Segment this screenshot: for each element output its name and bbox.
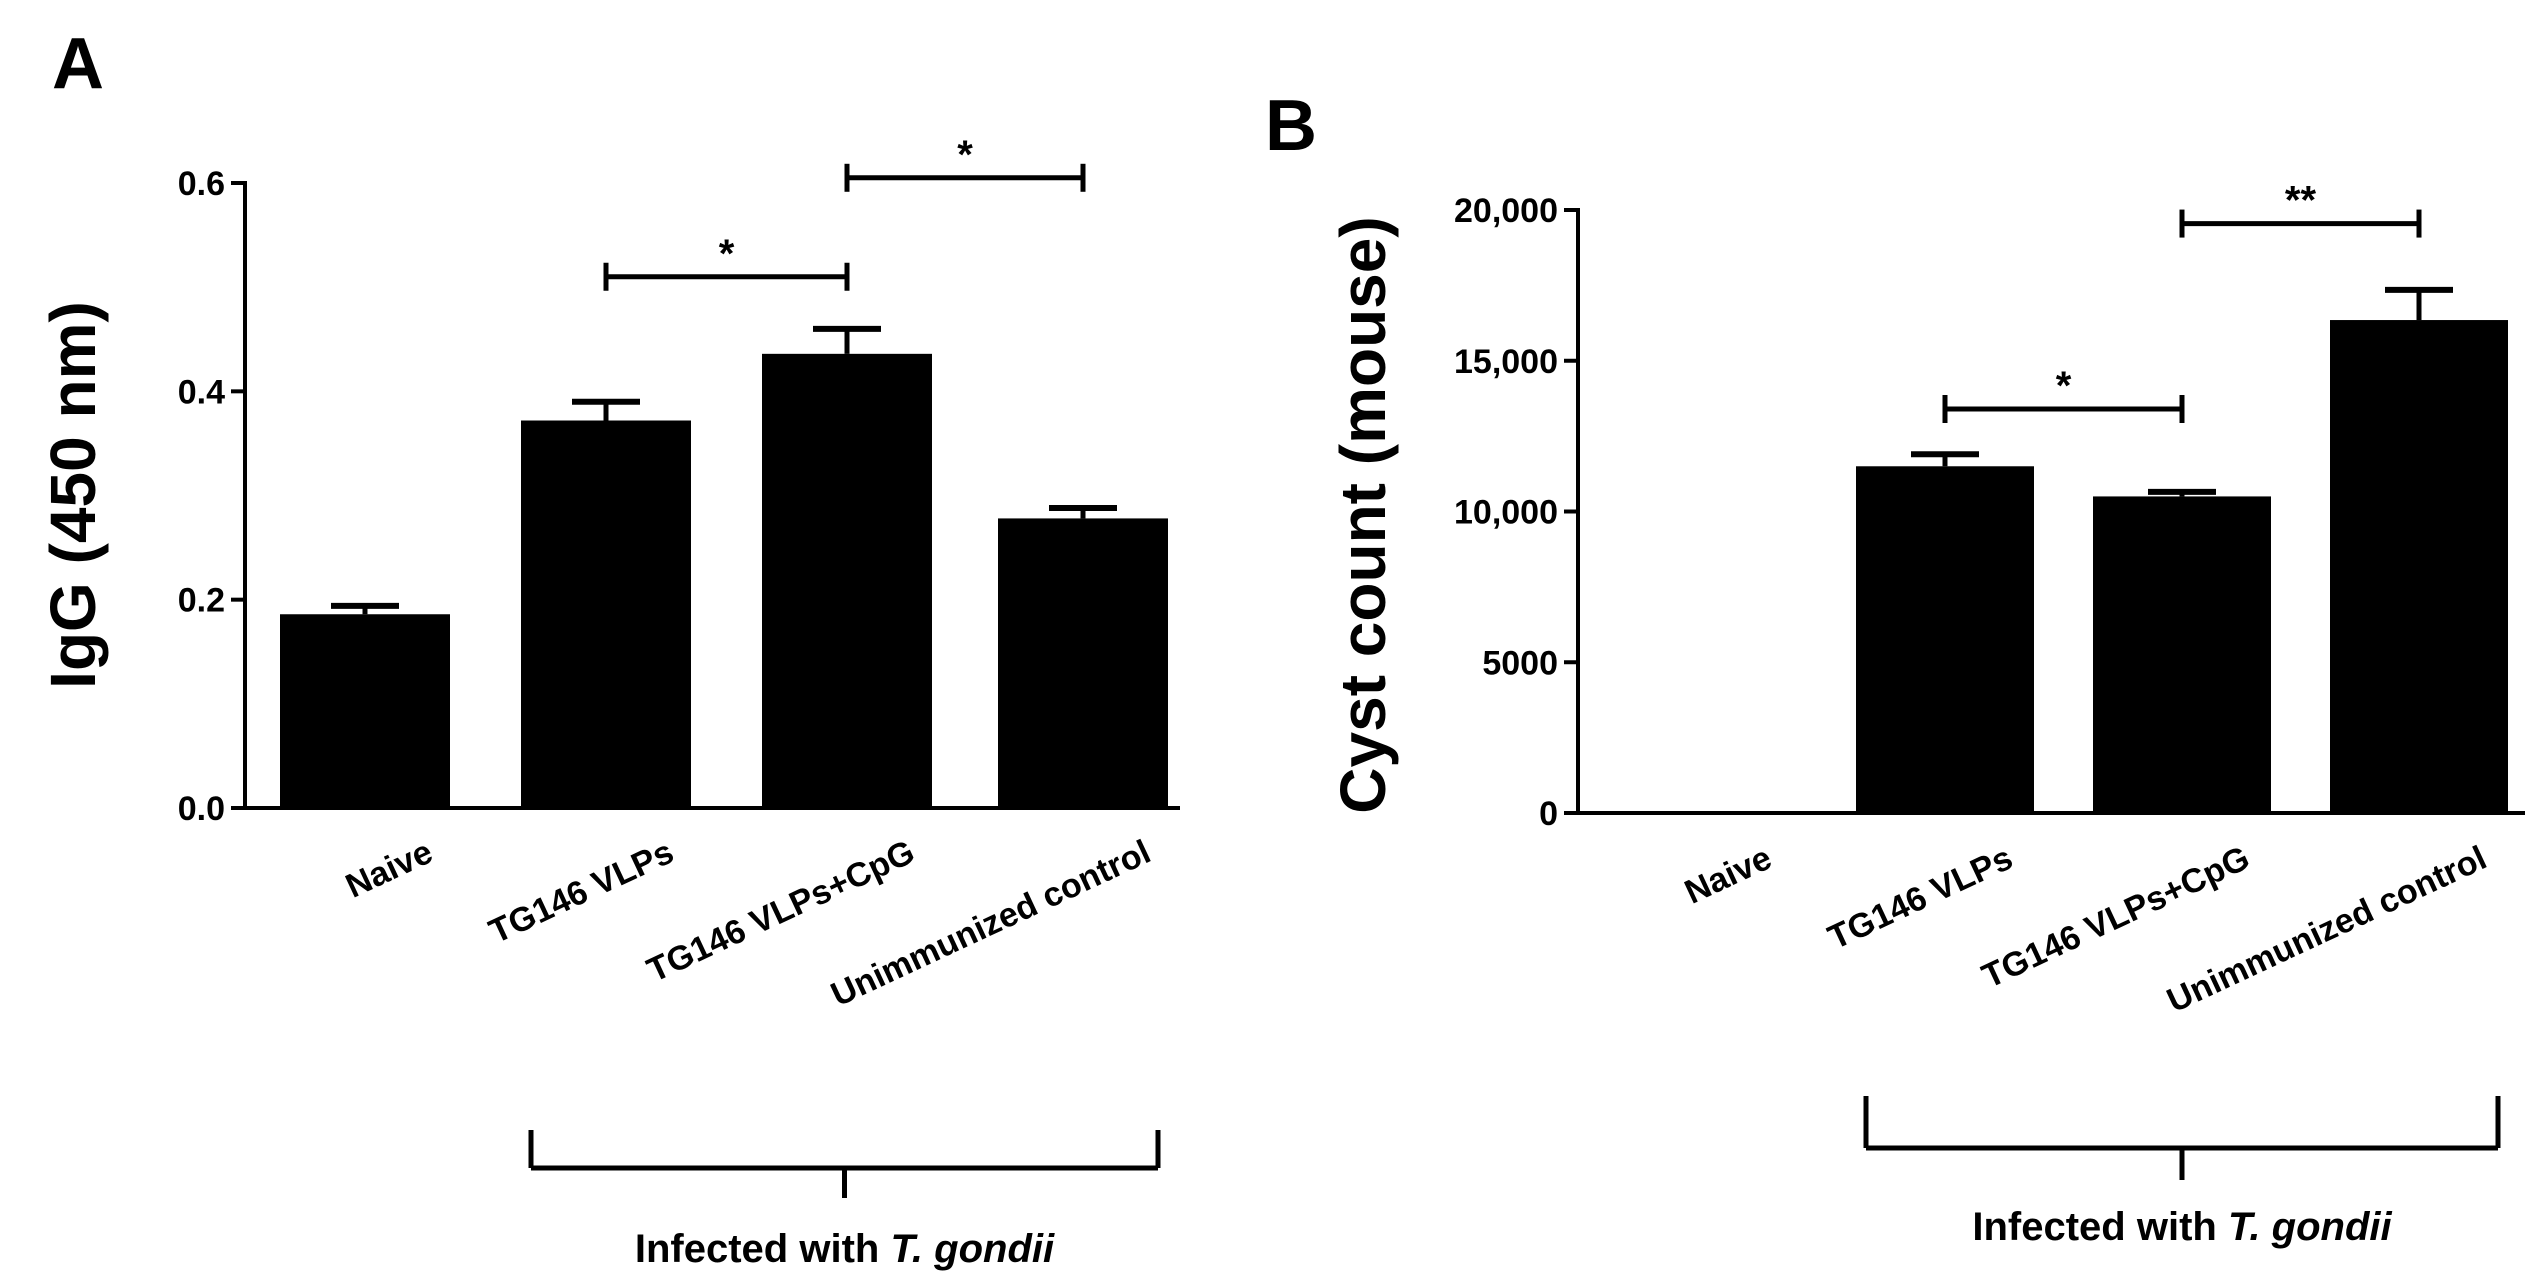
panel-letter: A	[52, 24, 104, 104]
significance-label: **	[2285, 179, 2317, 223]
group-label-prefix: Infected with	[1972, 1205, 2228, 1249]
y-tick-label: 0.6	[178, 165, 225, 203]
panel-letter: B	[1265, 86, 1317, 166]
bar	[2093, 496, 2271, 813]
bar	[1856, 466, 2034, 813]
y-tick-label: 15,000	[1454, 343, 1558, 381]
x-tick-label: Naive	[340, 833, 438, 906]
group-label-species: T. gondii	[890, 1227, 1055, 1271]
x-tick-label: TG146 VLPs	[483, 833, 679, 951]
significance-label: *	[2056, 364, 2072, 408]
y-axis-label: Cyst count (mouse)	[1327, 216, 1399, 813]
group-label: Infected with T. gondii	[1972, 1205, 2392, 1249]
y-tick-label: 20,000	[1454, 192, 1558, 230]
y-tick-label: 0.4	[178, 373, 225, 411]
y-tick-label: 0.0	[178, 790, 225, 828]
group-label-species: T. gondii	[2228, 1205, 2393, 1249]
y-tick-label: 10,000	[1454, 494, 1558, 532]
bar	[280, 614, 450, 808]
group-label-prefix: Infected with	[635, 1227, 891, 1271]
x-tick-label: TG146 VLPs	[1822, 839, 2018, 957]
y-tick-label: 0.2	[178, 582, 225, 620]
y-tick-label: 5000	[1482, 644, 1558, 682]
significance-label: *	[719, 232, 735, 276]
x-tick-label: Naive	[1679, 839, 1777, 912]
y-axis-label: IgG (450 nm)	[37, 301, 109, 689]
significance-label: *	[957, 133, 973, 177]
panel-a: A IgG (450 nm) 0.0 0.2 0.4 0.6 Naive TG146 VLPs…	[37, 24, 1180, 1271]
bar	[2330, 320, 2508, 813]
bar	[521, 420, 691, 808]
group-label: Infected with T. gondii	[635, 1227, 1055, 1271]
bar	[762, 353, 932, 808]
bar	[998, 518, 1168, 808]
y-tick-label: 0	[1539, 795, 1558, 833]
